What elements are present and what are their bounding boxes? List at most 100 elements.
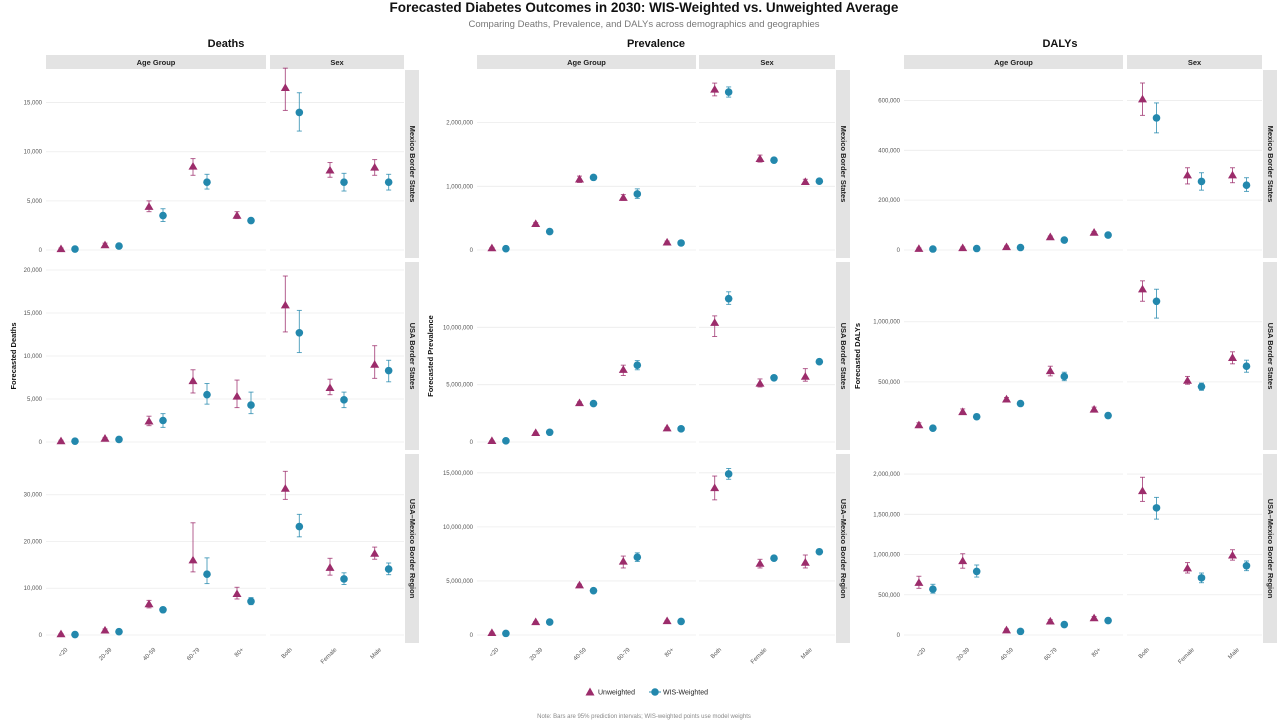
facet-strip-label: Age Group [137,58,176,67]
data-point-weighted [1152,297,1161,306]
x-tick-label: 20-39 [529,647,545,663]
data-point-unweighted [755,154,765,163]
data-point-weighted [1104,411,1112,420]
data-point-weighted [589,586,598,595]
data-point-unweighted [487,436,497,445]
x-tick-label: 40-59 [142,647,158,663]
data-point-unweighted [1183,376,1192,384]
data-point-unweighted [958,243,968,252]
data-point-weighted [1197,574,1206,582]
data-point-unweighted [188,161,198,170]
legend: Unweighted WIS-Weighted [585,687,708,697]
facet-strip-row [405,454,419,643]
data-point-weighted [295,328,304,337]
facet-strip-label: USA–Mexico Border Region [408,499,417,599]
data-point-unweighted [914,420,924,429]
data-point-weighted [1197,177,1206,186]
data-point-unweighted [575,398,584,407]
x-tick-label: Female [320,647,339,666]
data-point-unweighted [755,379,765,387]
data-point-weighted [677,617,685,626]
data-point-unweighted [100,625,110,634]
data-point-weighted [1242,562,1251,570]
y-axis-label: Forecasted Deaths [9,322,18,389]
data-point-weighted [677,425,685,433]
data-point-unweighted [487,628,497,636]
x-tick-label: <20 [58,647,70,659]
data-point-unweighted [280,300,290,309]
y-tick-label: 15,000,000 [443,471,474,477]
x-tick-label: Male [1227,647,1241,661]
data-point-weighted [1242,362,1251,371]
data-point-weighted [633,553,642,561]
facet-strip-sex [1127,55,1262,69]
data-point-unweighted [800,177,810,185]
data-point-weighted [1016,399,1025,408]
data-point-weighted [770,373,778,382]
data-point-unweighted [188,376,198,385]
y-tick-label: 5,000,000 [446,579,473,585]
data-point-weighted [545,227,554,236]
data-point-unweighted [1138,284,1147,293]
data-point-unweighted [144,202,154,210]
data-point-weighted [203,178,211,186]
y-tick-label: 1,000,000 [446,184,473,190]
y-tick-label: 0 [39,248,43,254]
y-tick-label: 0 [39,633,43,639]
facet-strip-row [836,70,850,258]
x-tick-label: 80+ [664,647,676,659]
facet-strip-label: USA–Mexico Border Region [839,499,848,599]
y-tick-label: 0 [897,633,901,639]
metric-title: DALYs [1042,38,1077,50]
y-axis-label: Forecasted Prevalence [426,315,435,397]
data-point-weighted [929,424,937,432]
y-tick-label: 10,000,000 [443,525,474,531]
x-tick-label: Both [710,647,723,660]
data-point-unweighted [1228,170,1237,179]
data-point-unweighted [232,211,242,219]
x-tick-label: Female [750,647,769,666]
data-point-weighted [724,88,733,96]
facet-strip-label: Sex [1188,58,1202,67]
data-point-weighted [724,470,733,478]
data-point-weighted [770,156,778,164]
y-tick-label: 0 [470,248,474,254]
y-tick-label: 500,000 [878,380,900,386]
data-point-unweighted [1183,563,1192,572]
facet-strip-label: USA Border States [408,323,417,390]
facet-strip-label: Age Group [567,58,606,67]
data-point-unweighted [325,165,335,174]
facet-strip-row [405,70,419,258]
data-point-unweighted [1002,625,1011,634]
y-tick-label: 0 [897,248,901,254]
data-point-weighted [295,522,304,531]
data-point-unweighted [958,556,968,565]
y-tick-label: 400,000 [878,148,900,154]
y-tick-label: 600,000 [878,98,900,104]
x-tick-label: 60-79 [186,647,202,663]
data-point-weighted [384,366,393,375]
data-point-weighted [1152,114,1161,122]
data-point-unweighted [100,240,110,249]
x-tick-label: Male [370,647,384,661]
data-point-weighted [815,547,824,556]
data-point-weighted [71,630,79,639]
data-point-weighted [724,294,733,303]
facet-strip-label: Sex [330,58,344,67]
data-point-weighted [545,428,554,437]
data-point-unweighted [914,244,924,252]
facet-strip-label: Sex [760,58,774,67]
y-tick-label: 10,000 [24,150,43,156]
metric-title: Deaths [208,38,245,50]
data-point-weighted [384,565,393,573]
data-point-unweighted [325,383,335,391]
data-point-weighted [929,245,937,253]
data-point-unweighted [1228,550,1237,559]
data-point-unweighted [325,563,335,571]
y-axis-label: Forecasted DALYs [853,323,862,389]
data-point-unweighted [56,244,66,253]
data-point-unweighted [662,616,672,625]
data-point-unweighted [800,372,810,380]
data-point-weighted [1016,243,1025,252]
